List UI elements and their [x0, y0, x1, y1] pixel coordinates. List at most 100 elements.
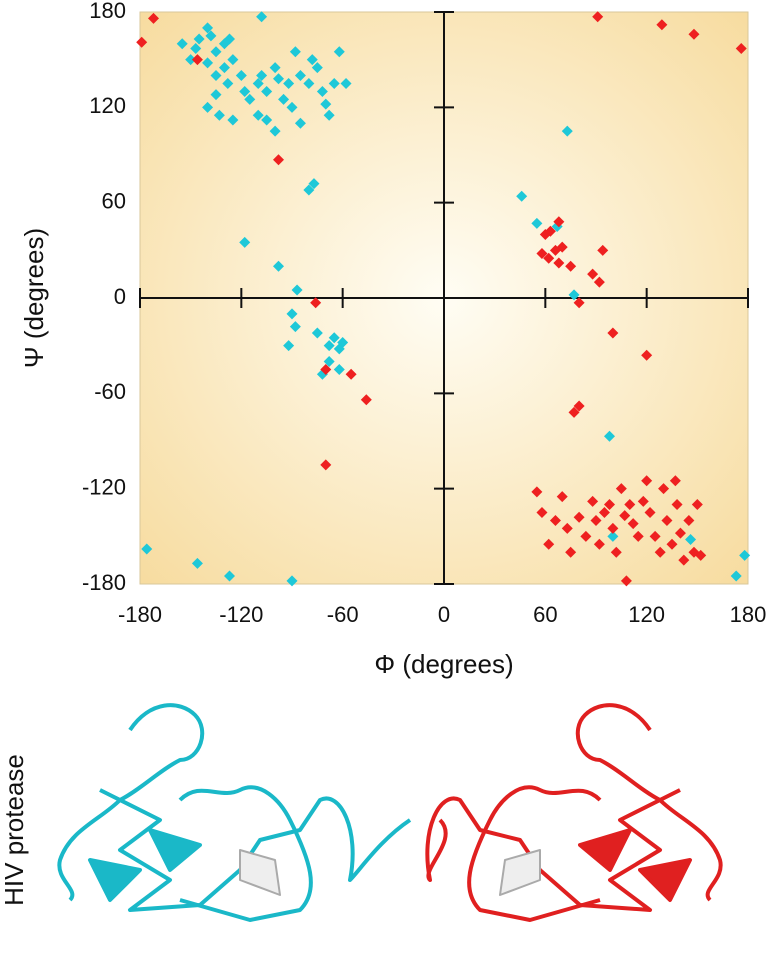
point [261, 114, 273, 126]
point [531, 217, 543, 229]
point [597, 244, 609, 256]
y-axis-title: Ψ (degrees) [19, 228, 49, 368]
point [218, 62, 230, 74]
point [695, 549, 707, 561]
point [185, 54, 197, 66]
point [607, 327, 619, 339]
point [345, 368, 357, 380]
point [556, 491, 568, 503]
point [590, 514, 602, 526]
point [607, 530, 619, 542]
point [239, 236, 251, 248]
point [289, 46, 301, 58]
ribbon-red [425, 703, 723, 922]
x-tick-label: -60 [327, 602, 359, 627]
point [573, 400, 585, 412]
point [272, 73, 284, 85]
point [286, 101, 298, 113]
point [316, 85, 328, 97]
point [593, 276, 605, 288]
point [568, 406, 580, 418]
y-tick-label: 60 [102, 188, 126, 213]
point [286, 308, 298, 320]
point [210, 46, 222, 58]
point [222, 78, 234, 89]
point [561, 125, 573, 137]
y-tick-label: -120 [82, 474, 126, 499]
point [337, 336, 349, 348]
point [213, 109, 225, 121]
point [256, 70, 268, 82]
point [610, 546, 622, 558]
point [227, 114, 239, 126]
point [306, 54, 318, 66]
point [148, 12, 160, 24]
point [323, 356, 335, 368]
point [553, 257, 565, 269]
marks [136, 11, 751, 587]
point [691, 499, 703, 511]
point [303, 78, 315, 89]
point [244, 93, 256, 105]
point [311, 62, 323, 74]
point [323, 109, 335, 121]
point [235, 70, 247, 82]
point [669, 475, 681, 487]
point [561, 522, 573, 534]
y-tick-label: 120 [89, 93, 126, 118]
point [136, 36, 148, 48]
point [637, 495, 649, 507]
point [320, 364, 332, 375]
point [323, 340, 335, 352]
point [202, 22, 214, 34]
point [202, 57, 214, 69]
point [619, 510, 631, 522]
point [654, 546, 666, 558]
point [202, 101, 214, 113]
point [269, 62, 281, 74]
point [289, 321, 301, 333]
point [191, 54, 203, 66]
point [624, 499, 636, 511]
point [210, 70, 222, 82]
point [641, 475, 653, 487]
point [598, 507, 610, 518]
point [543, 252, 555, 264]
point [587, 495, 599, 507]
point [553, 216, 565, 228]
point [272, 260, 284, 272]
x-tick-label: 0 [438, 602, 450, 627]
point [224, 570, 236, 582]
point [587, 268, 599, 280]
point [620, 575, 632, 587]
point [604, 499, 616, 511]
point [678, 554, 690, 566]
point [210, 89, 222, 101]
point [272, 154, 284, 166]
point [190, 43, 202, 55]
point [607, 522, 619, 534]
point [730, 570, 742, 582]
point [193, 33, 205, 45]
point [656, 19, 668, 31]
point [685, 534, 697, 546]
y-tick-label: 0 [114, 284, 126, 309]
point [328, 78, 340, 89]
point [573, 297, 585, 309]
point [671, 499, 683, 511]
point [543, 538, 555, 550]
point [735, 43, 747, 55]
point [580, 530, 592, 542]
point [239, 85, 251, 97]
point [286, 575, 298, 587]
point [333, 46, 345, 58]
point [176, 38, 188, 50]
point [644, 507, 656, 518]
point [632, 530, 644, 542]
point [320, 459, 332, 471]
point [278, 93, 290, 105]
point [544, 225, 556, 237]
y-tick-label: -180 [82, 570, 126, 595]
point [283, 340, 295, 352]
